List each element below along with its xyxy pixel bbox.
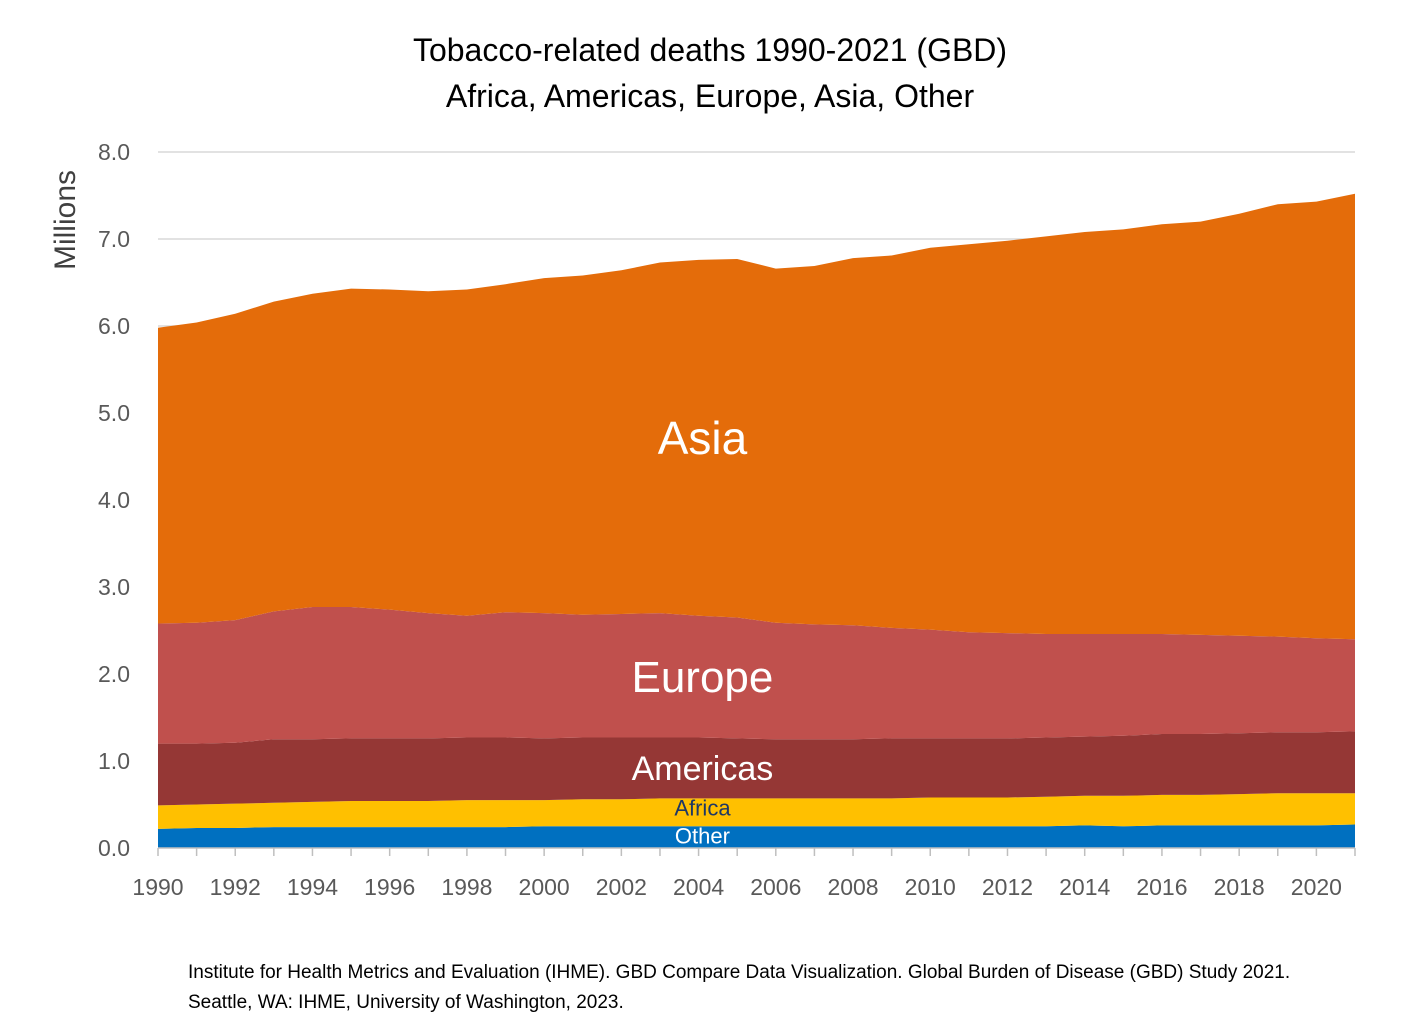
x-tick-label: 2010	[905, 874, 956, 900]
x-tick-label: 1992	[210, 874, 261, 900]
x-tick-label: 2006	[750, 874, 801, 900]
chart-area: 0.0 1.0 2.0 3.0 4.0 5.0 6.0 7.0 8.0 Millions 1990 1…	[49, 139, 1356, 900]
area-labels: Asia Europe Americas Africa Other	[631, 412, 773, 849]
area-other	[158, 824, 1355, 848]
area-europe	[158, 607, 1355, 744]
x-tick-label: 2018	[1214, 874, 1265, 900]
stacked-areas	[158, 193, 1355, 848]
chart-title: Tobacco-related deaths 1990-2021 (GBD)	[412, 32, 1008, 68]
y-tick-label: 7.0	[98, 226, 130, 252]
x-tick-label: 2014	[1059, 874, 1110, 900]
y-tick-label: 5.0	[98, 400, 130, 426]
y-axis-label: Millions	[49, 170, 82, 270]
area-label-europe: Europe	[631, 653, 773, 702]
area-asia	[158, 193, 1355, 640]
x-tick-label: 2012	[982, 874, 1033, 900]
x-tick-label: 2020	[1291, 874, 1342, 900]
x-tick-label: 1998	[441, 874, 492, 900]
source-note: Institute for Health Metrics and Evaluat…	[188, 962, 1291, 1013]
axes: 0.0 1.0 2.0 3.0 4.0 5.0 6.0 7.0 8.0 Millions 1990 1…	[49, 139, 1356, 900]
y-tick-label: 6.0	[98, 313, 130, 339]
x-tick-label: 2004	[673, 874, 724, 900]
y-tick-label: 4.0	[98, 487, 130, 513]
y-tick-label: 1.0	[98, 748, 130, 774]
y-tick-label: 8.0	[98, 139, 130, 165]
x-tick-label: 1994	[287, 874, 338, 900]
x-tick-label: 2016	[1136, 874, 1187, 900]
x-tick-label: 2002	[596, 874, 647, 900]
area-africa	[158, 793, 1355, 829]
chart-subtitle: Africa, Americas, Europe, Asia, Other	[445, 78, 975, 114]
area-label-other: Other	[675, 824, 730, 849]
x-tick-label: 2000	[519, 874, 570, 900]
x-tick-label: 1990	[132, 874, 183, 900]
x-tick-label: 1996	[364, 874, 415, 900]
area-americas	[158, 731, 1355, 806]
area-label-asia: Asia	[658, 412, 748, 464]
y-tick-label: 3.0	[98, 574, 130, 600]
x-tick-label: 2008	[827, 874, 878, 900]
y-tick-label: 0.0	[98, 835, 130, 861]
area-label-africa: Africa	[674, 796, 731, 821]
y-tick-label: 2.0	[98, 661, 130, 687]
area-label-americas: Americas	[632, 750, 774, 788]
